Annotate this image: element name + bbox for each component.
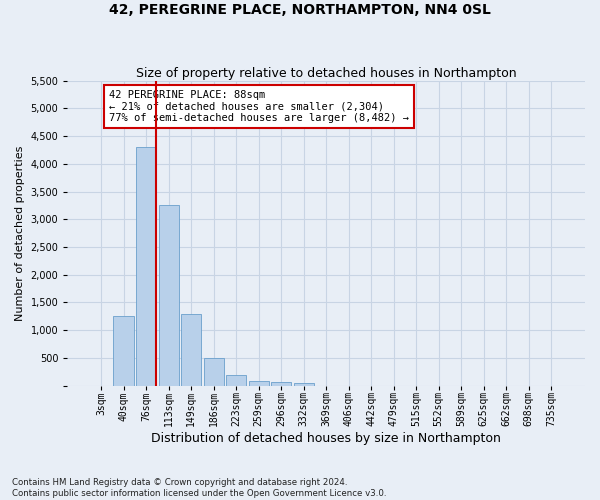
Bar xyxy=(271,382,292,386)
X-axis label: Distribution of detached houses by size in Northampton: Distribution of detached houses by size … xyxy=(151,432,501,445)
Bar xyxy=(203,358,224,386)
Y-axis label: Number of detached properties: Number of detached properties xyxy=(15,146,25,321)
Bar xyxy=(181,314,201,386)
Text: 42, PEREGRINE PLACE, NORTHAMPTON, NN4 0SL: 42, PEREGRINE PLACE, NORTHAMPTON, NN4 0S… xyxy=(109,2,491,16)
Bar xyxy=(136,147,156,386)
Text: Contains HM Land Registry data © Crown copyright and database right 2024.
Contai: Contains HM Land Registry data © Crown c… xyxy=(12,478,386,498)
Text: 42 PEREGRINE PLACE: 88sqm
← 21% of detached houses are smaller (2,304)
77% of se: 42 PEREGRINE PLACE: 88sqm ← 21% of detac… xyxy=(109,90,409,123)
Bar xyxy=(158,206,179,386)
Bar xyxy=(248,380,269,386)
Bar xyxy=(226,374,247,386)
Title: Size of property relative to detached houses in Northampton: Size of property relative to detached ho… xyxy=(136,66,517,80)
Bar xyxy=(113,316,134,386)
Bar xyxy=(293,383,314,386)
